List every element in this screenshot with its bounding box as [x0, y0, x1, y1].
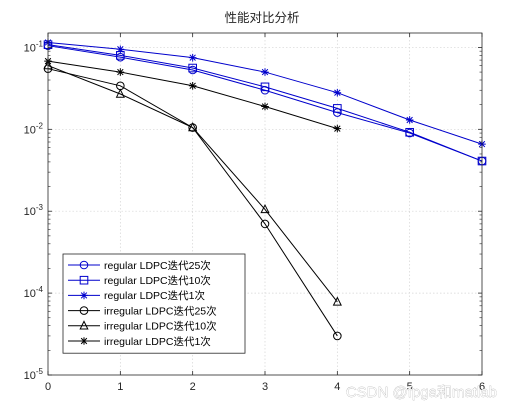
- legend-label: regular LDPC迭代10次: [104, 274, 211, 287]
- data-point: [333, 88, 342, 97]
- data-point-shape: [188, 122, 198, 132]
- data-point-shape: [116, 45, 125, 54]
- data-point-shape: [188, 53, 197, 62]
- data-point: [188, 122, 198, 132]
- data-point: [116, 45, 125, 54]
- legend-label: irregular LDPC迭代25次: [104, 304, 217, 317]
- data-point: [405, 127, 414, 137]
- data-point-shape: [405, 127, 414, 137]
- data-point-shape: [188, 63, 197, 73]
- legend-marker: [80, 291, 88, 300]
- legend-item: regular LDPC迭代10次: [68, 274, 211, 287]
- data-point: [405, 116, 414, 124]
- data-point-shape: [333, 124, 342, 133]
- data-point-shape: [333, 331, 342, 341]
- x-tick-label: 0: [45, 381, 51, 393]
- x-tick-label: 4: [334, 381, 340, 393]
- data-point-shape: [405, 116, 414, 124]
- legend: regular LDPC迭代25次 regular LDPC迭代10次 regula…: [62, 253, 246, 354]
- data-point-shape: [333, 88, 342, 97]
- legend-marker-shape: [79, 306, 89, 315]
- legend-item: regular LDPC迭代1次: [68, 289, 205, 302]
- data-point: [333, 331, 342, 341]
- x-tick-label: 2: [190, 381, 196, 393]
- chart-title: 性能对比分析: [224, 11, 299, 25]
- legend-marker: [80, 337, 88, 345]
- data-point: [116, 68, 125, 76]
- data-point: [261, 68, 269, 76]
- data-point: [333, 104, 342, 113]
- y-tick-labels: 10-1 10-2 10-3 10-4 10-5: [24, 39, 44, 382]
- series-line: [47, 44, 483, 162]
- data-point: [260, 203, 270, 214]
- legend-item: regular LDPC迭代25次: [68, 259, 211, 272]
- legend-item: irregular LDPC迭代10次: [68, 320, 217, 333]
- legend-marker: [79, 260, 89, 270]
- data-point: [115, 88, 125, 98]
- legend-label: irregular LDPC迭代1次: [104, 335, 211, 348]
- y-tick-label: 10-1: [24, 39, 44, 54]
- y-tick-label: 10-3: [24, 203, 44, 218]
- x-tick-label: 5: [407, 381, 413, 393]
- watermark: CSDN @fpga和matlab: [346, 384, 497, 401]
- legend-label: regular LDPC迭代1次: [104, 289, 205, 302]
- x-tick-labels: 0 1 2 3 4 5 6: [45, 381, 485, 393]
- data-point-shape: [115, 88, 125, 98]
- data-point: [332, 296, 342, 306]
- data-point-shape: [260, 219, 270, 229]
- series-layer: [43, 38, 487, 341]
- data-point: [188, 63, 197, 73]
- legend-marker-shape: [79, 275, 89, 285]
- data-point-shape: [332, 296, 342, 306]
- x-tick-label: 6: [479, 381, 485, 393]
- x-tick-label: 1: [117, 381, 123, 393]
- legend-marker-shape: [80, 291, 88, 300]
- legend-marker: [79, 306, 89, 315]
- legend-marker: [79, 320, 89, 330]
- data-point-shape: [116, 68, 125, 76]
- legend-box: [62, 253, 246, 354]
- data-point-shape: [333, 104, 342, 113]
- data-point: [333, 124, 342, 133]
- y-tick-label: 10-4: [24, 285, 44, 300]
- series-3: [44, 38, 486, 148]
- data-point-shape: [261, 68, 269, 76]
- data-point-shape: [260, 82, 270, 92]
- ticks: [47, 33, 483, 376]
- legend-marker-shape: [80, 337, 88, 345]
- data-point-shape: [261, 102, 269, 111]
- data-point: [260, 219, 270, 229]
- data-point: [188, 53, 197, 62]
- series-6: [44, 57, 342, 133]
- data-point: [188, 81, 197, 90]
- legend-item: irregular LDPC迭代1次: [68, 335, 211, 348]
- legend-marker-shape: [79, 320, 89, 330]
- series-line: [47, 65, 338, 303]
- legend-item: irregular LDPC迭代25次: [68, 304, 217, 317]
- x-tick-label: 3: [262, 381, 268, 393]
- legend-marker-shape: [79, 260, 89, 270]
- data-point-shape: [188, 81, 197, 90]
- legend-label: irregular LDPC迭代10次: [104, 320, 217, 333]
- legend-marker: [79, 275, 89, 285]
- legend-label: regular LDPC迭代25次: [104, 259, 211, 272]
- data-point: [260, 82, 270, 92]
- y-tick-label: 10-2: [24, 121, 44, 136]
- y-tick-label: 10-5: [24, 367, 44, 382]
- data-point: [261, 102, 269, 111]
- data-point-shape: [260, 203, 270, 214]
